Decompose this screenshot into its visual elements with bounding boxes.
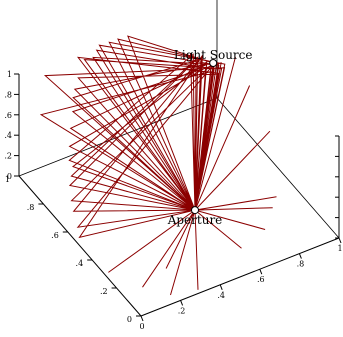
x-tick-label: .2	[178, 306, 186, 315]
z-left-tick-label: 1	[7, 70, 12, 79]
aperture-label: Aperture	[167, 213, 223, 227]
y-tick-label: .2	[100, 287, 108, 296]
x-tick-label: .6	[257, 275, 265, 284]
box-edge-x1-floor	[216, 97, 340, 239]
x-tick-mark	[180, 300, 184, 306]
x-tick-mark	[259, 269, 263, 275]
x-tick-mark	[219, 284, 223, 290]
y-tick-label: 0	[127, 315, 132, 324]
z-left-tick-label: .2	[4, 152, 12, 161]
y-tick-label: .4	[76, 259, 84, 268]
z-left-tick-label: .8	[4, 90, 12, 99]
y-tick-label: .8	[27, 203, 35, 212]
labeled-points: Aperture Light Source	[167, 48, 253, 227]
y-tick-label: .6	[51, 231, 59, 240]
x-tick-mark	[140, 315, 144, 322]
plot-box	[18, 0, 340, 317]
light-source-point	[209, 59, 218, 67]
axis-ticks: 0.2.4.6.810.2.4.6.810.2.4.6.81	[4, 70, 342, 331]
z-left-tick-label: .6	[4, 111, 12, 120]
light-source-label: Light Source	[174, 48, 253, 62]
z-left-tick-label: .4	[4, 131, 12, 140]
x-tick-mark	[298, 253, 302, 259]
y-tick-label: 1	[5, 175, 10, 184]
x-tick-label: .8	[297, 260, 305, 269]
x-tick-mark	[338, 237, 342, 244]
x-tick-label: 1	[337, 244, 342, 253]
ray-series-1	[108, 56, 277, 296]
aperture-point	[191, 206, 199, 215]
ray-series	[39, 35, 277, 296]
x-tick-label: .4	[217, 291, 225, 300]
z-left-tick-label: 0	[7, 172, 12, 181]
x-axis-line	[140, 237, 340, 317]
y-axis-line	[18, 175, 142, 317]
x-tick-label: 0	[139, 322, 144, 331]
